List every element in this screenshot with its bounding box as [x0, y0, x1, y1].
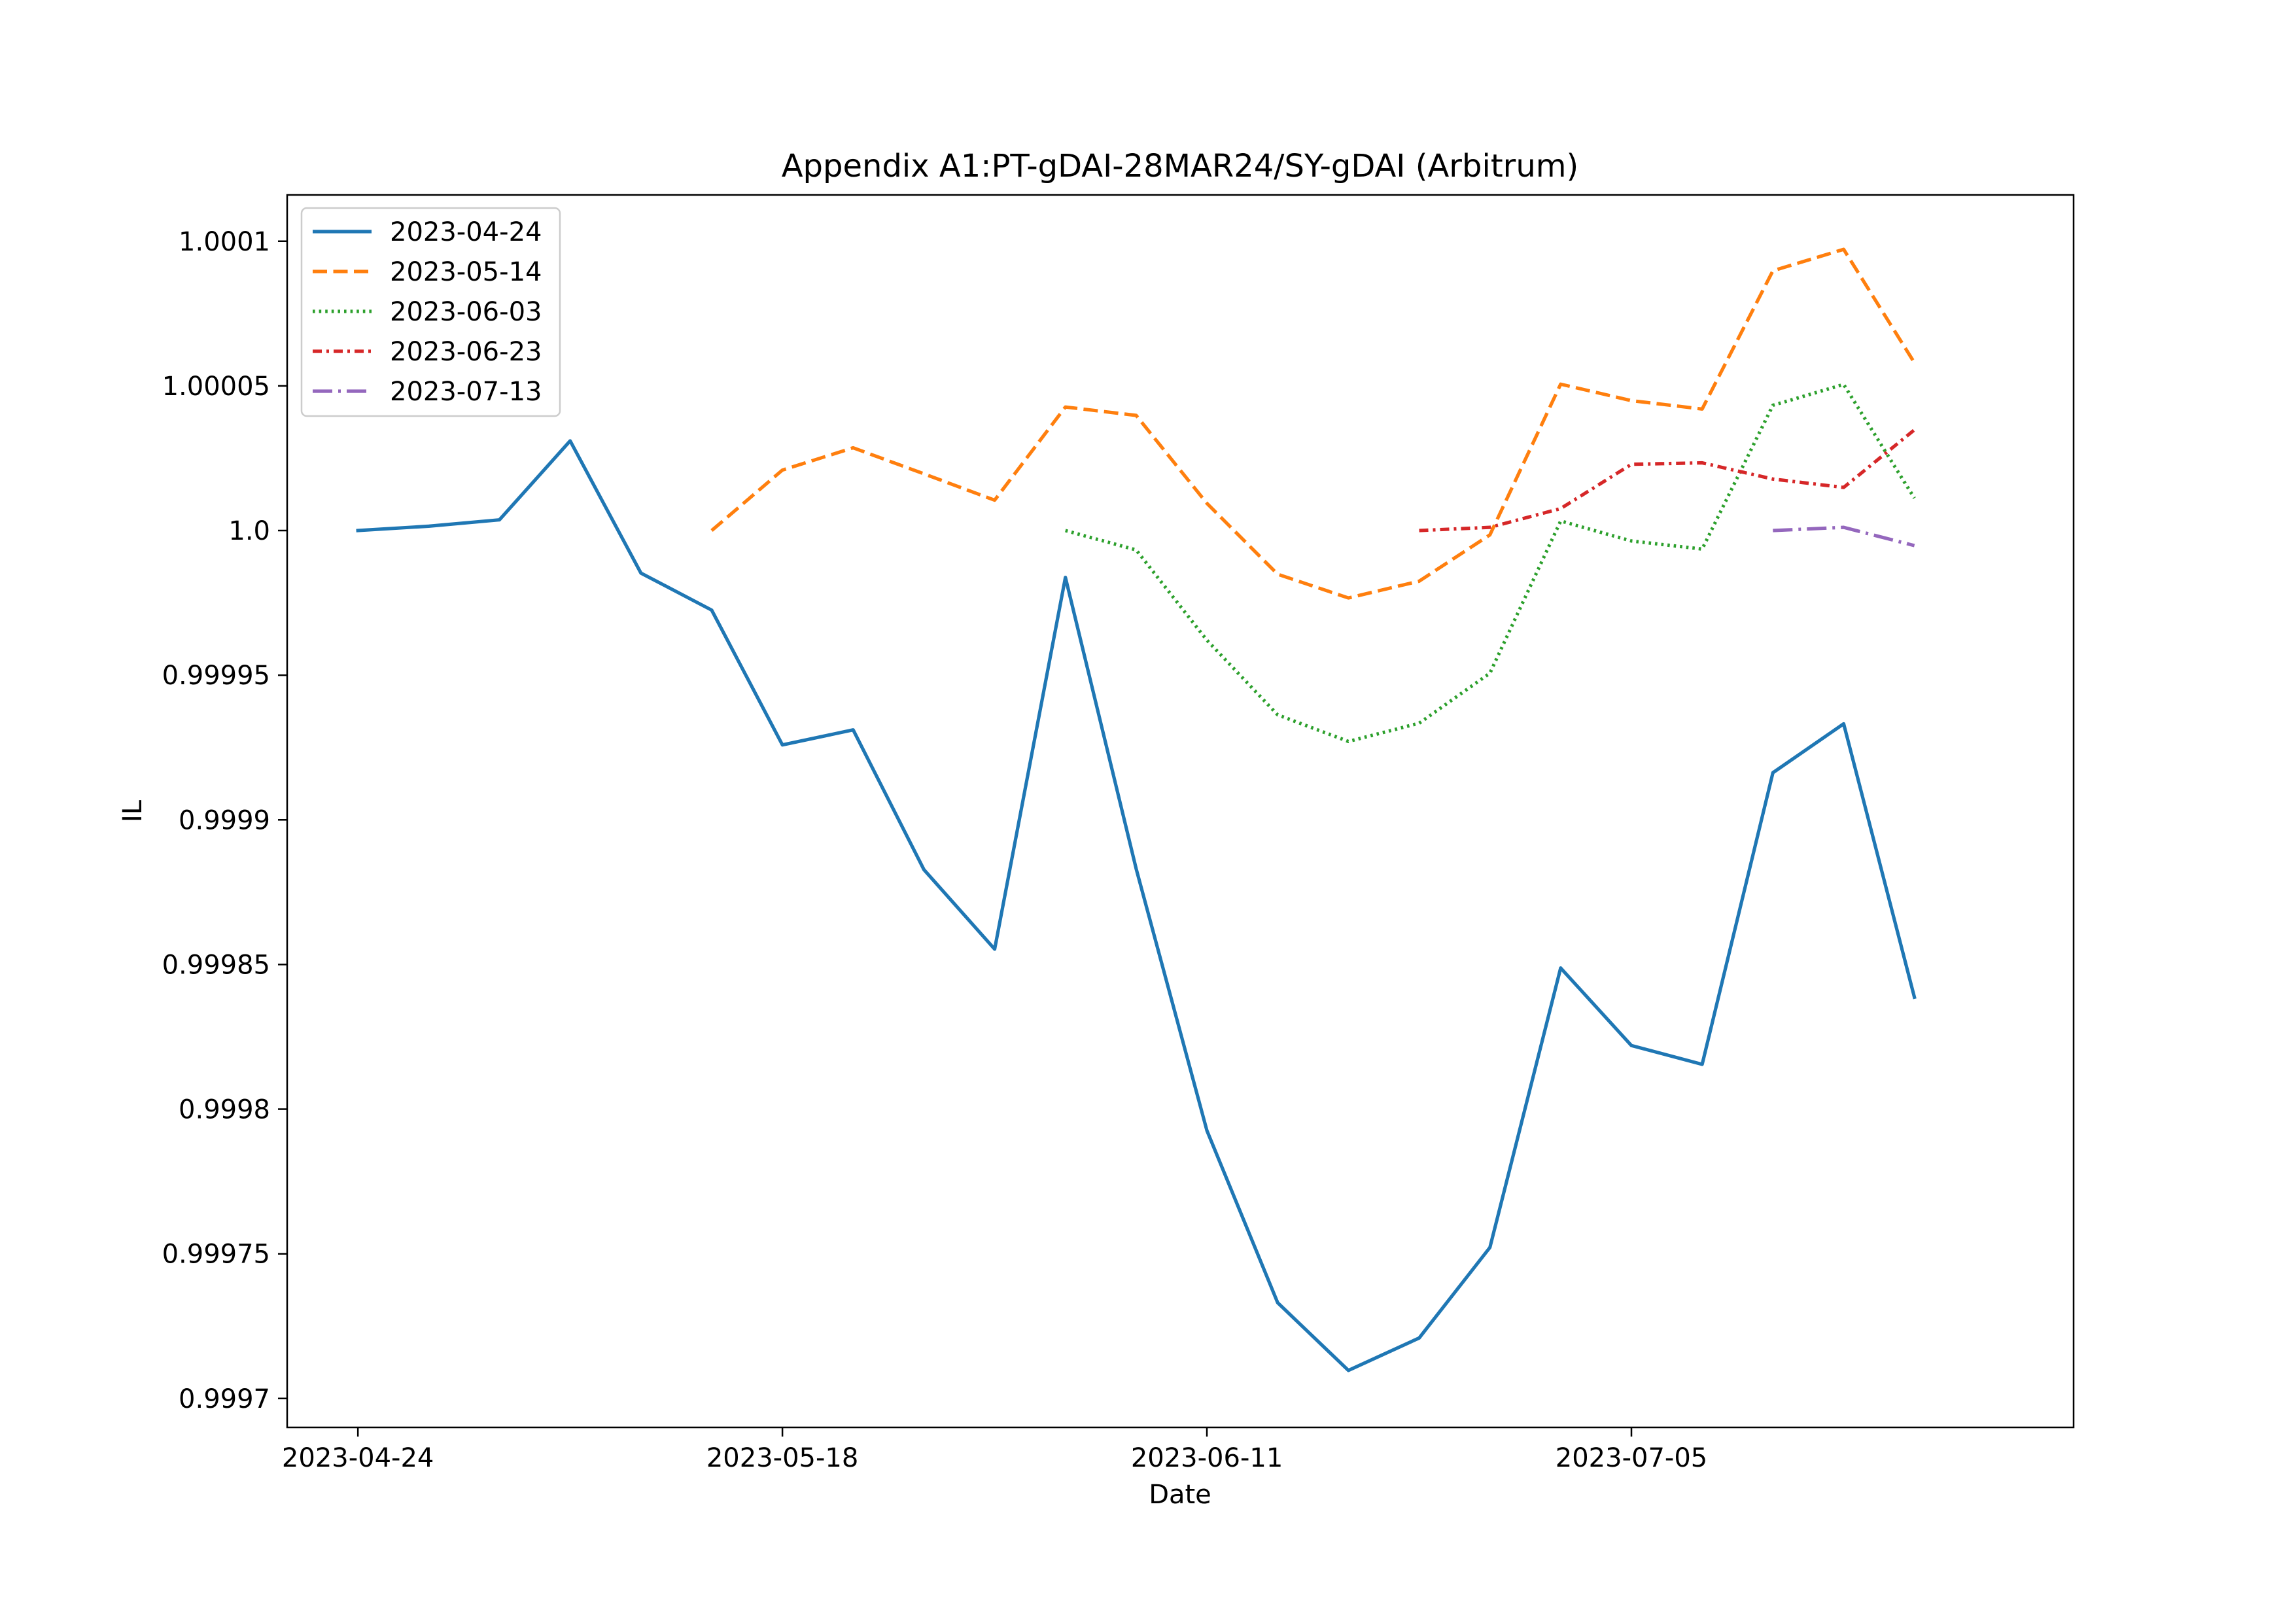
series-line-2023-06-03	[1065, 383, 1916, 744]
y-tick-label: 1.0	[228, 516, 270, 546]
series-line-2023-05-14	[710, 247, 1916, 600]
y-tick-label: 0.9998	[179, 1095, 270, 1125]
y-tick-label: 1.00005	[162, 372, 270, 402]
y-tick-label: 0.9999	[179, 805, 270, 835]
legend-items: 2023-04-24 2023-05-14 2023-06-03 2023-06-23…	[313, 217, 542, 407]
x-tick-label: 2023-06-11	[1131, 1443, 1283, 1473]
x-axis: 2023-04-24 2023-05-18 2023-06-11 2023-07-05	[282, 1427, 1707, 1473]
series-layer	[356, 247, 1917, 1372]
legend-label: 2023-04-24	[390, 217, 542, 247]
chart-title: Appendix A1:PT-gDAI-28MAR24/SY-gDAI (Arb…	[782, 148, 1579, 184]
legend-label: 2023-07-13	[390, 377, 542, 407]
y-tick-label: 0.99985	[162, 950, 270, 980]
legend-label: 2023-06-23	[390, 337, 542, 367]
legend-label: 2023-06-03	[390, 297, 542, 327]
legend-label: 2023-05-14	[390, 257, 542, 287]
x-tick-label: 2023-04-24	[282, 1443, 434, 1473]
legend: 2023-04-24 2023-05-14 2023-06-03 2023-06-23…	[300, 207, 561, 417]
plot-area	[286, 194, 2075, 1429]
series-line-2023-07-13	[1773, 525, 1915, 548]
y-tick-label: 0.99975	[162, 1240, 270, 1270]
y-tick-label: 0.9997	[179, 1384, 270, 1414]
series-line-2023-04-24	[356, 439, 1917, 1372]
legend-box	[300, 207, 561, 417]
x-tick-label: 2023-07-05	[1556, 1443, 1707, 1473]
y-tick-label: 0.99995	[162, 661, 270, 691]
x-axis-title: Date	[1149, 1480, 1211, 1510]
y-tick-label: 1.0001	[179, 227, 270, 257]
y-axis-title: IL	[118, 799, 148, 822]
y-axis: 0.9997 0.99975 0.9998 0.99985 0.9999 0.99995 1…	[162, 227, 287, 1414]
x-tick-label: 2023-05-18	[706, 1443, 858, 1473]
